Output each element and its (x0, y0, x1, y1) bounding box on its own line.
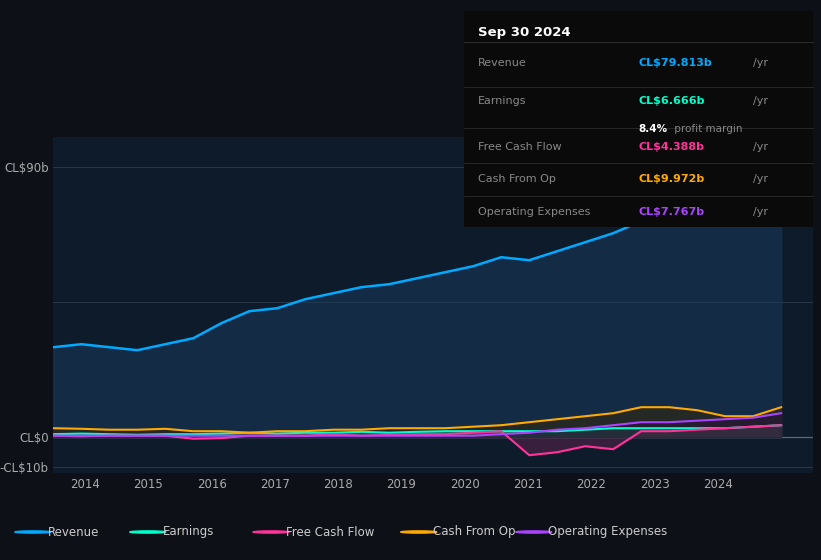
Text: CL$6.666b: CL$6.666b (639, 96, 704, 106)
Text: CL$9.972b: CL$9.972b (639, 174, 704, 184)
Text: Operating Expenses: Operating Expenses (478, 207, 590, 217)
Text: CL$7.767b: CL$7.767b (639, 207, 704, 217)
Text: Earnings: Earnings (478, 96, 526, 106)
Circle shape (516, 531, 552, 533)
Text: CL$79.813b: CL$79.813b (639, 58, 712, 68)
Circle shape (130, 531, 166, 533)
Circle shape (401, 531, 437, 533)
Text: 8.4%: 8.4% (639, 124, 667, 134)
Text: Cash From Op: Cash From Op (478, 174, 556, 184)
Text: /yr: /yr (754, 96, 768, 106)
Text: /yr: /yr (754, 207, 768, 217)
Text: /yr: /yr (754, 142, 768, 152)
Text: Earnings: Earnings (163, 525, 214, 539)
Text: Revenue: Revenue (48, 525, 99, 539)
Circle shape (253, 531, 289, 533)
Text: Cash From Op: Cash From Op (433, 525, 516, 539)
Text: Free Cash Flow: Free Cash Flow (478, 142, 562, 152)
Text: /yr: /yr (754, 174, 768, 184)
Text: CL$4.388b: CL$4.388b (639, 142, 704, 152)
Text: Sep 30 2024: Sep 30 2024 (478, 26, 571, 39)
Text: Operating Expenses: Operating Expenses (548, 525, 667, 539)
Circle shape (15, 531, 51, 533)
Text: /yr: /yr (754, 58, 768, 68)
Text: Revenue: Revenue (478, 58, 526, 68)
Text: profit margin: profit margin (672, 124, 743, 134)
Text: Free Cash Flow: Free Cash Flow (286, 525, 374, 539)
